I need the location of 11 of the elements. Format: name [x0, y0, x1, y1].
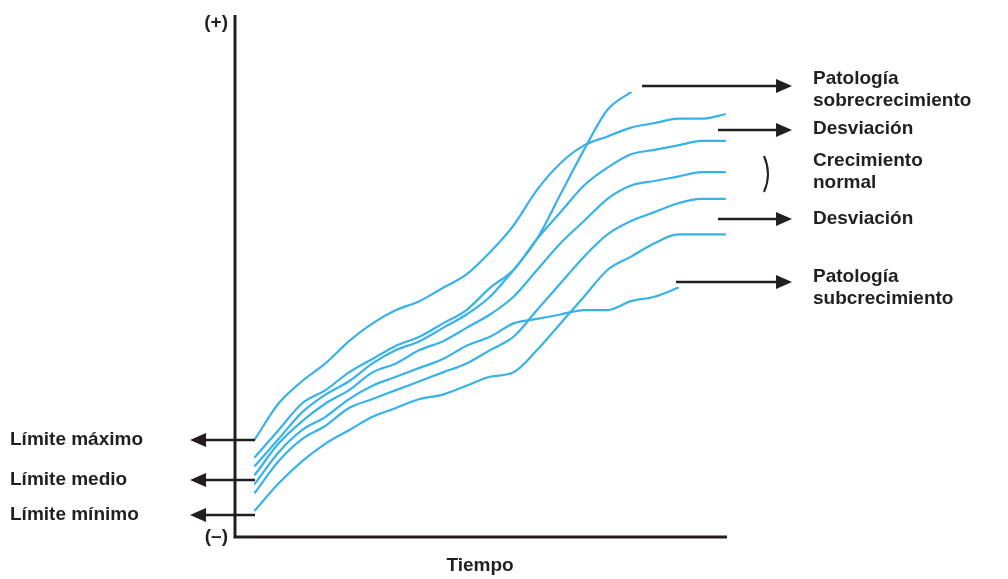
text: Límite medio	[10, 468, 128, 490]
text: (–)	[204, 525, 228, 547]
text: Crecimiento normal	[813, 149, 923, 193]
x-axis-title: Tiempo	[446, 554, 514, 576]
text: Límite máximo	[10, 428, 144, 450]
text: Patología sobrecrecimiento	[813, 67, 972, 111]
text: Desviación	[813, 117, 914, 139]
text: (+)	[204, 11, 228, 33]
text: Límite mínimo	[10, 503, 139, 525]
text: Desviación	[813, 207, 914, 229]
text: Patología subcrecimiento	[813, 265, 954, 309]
